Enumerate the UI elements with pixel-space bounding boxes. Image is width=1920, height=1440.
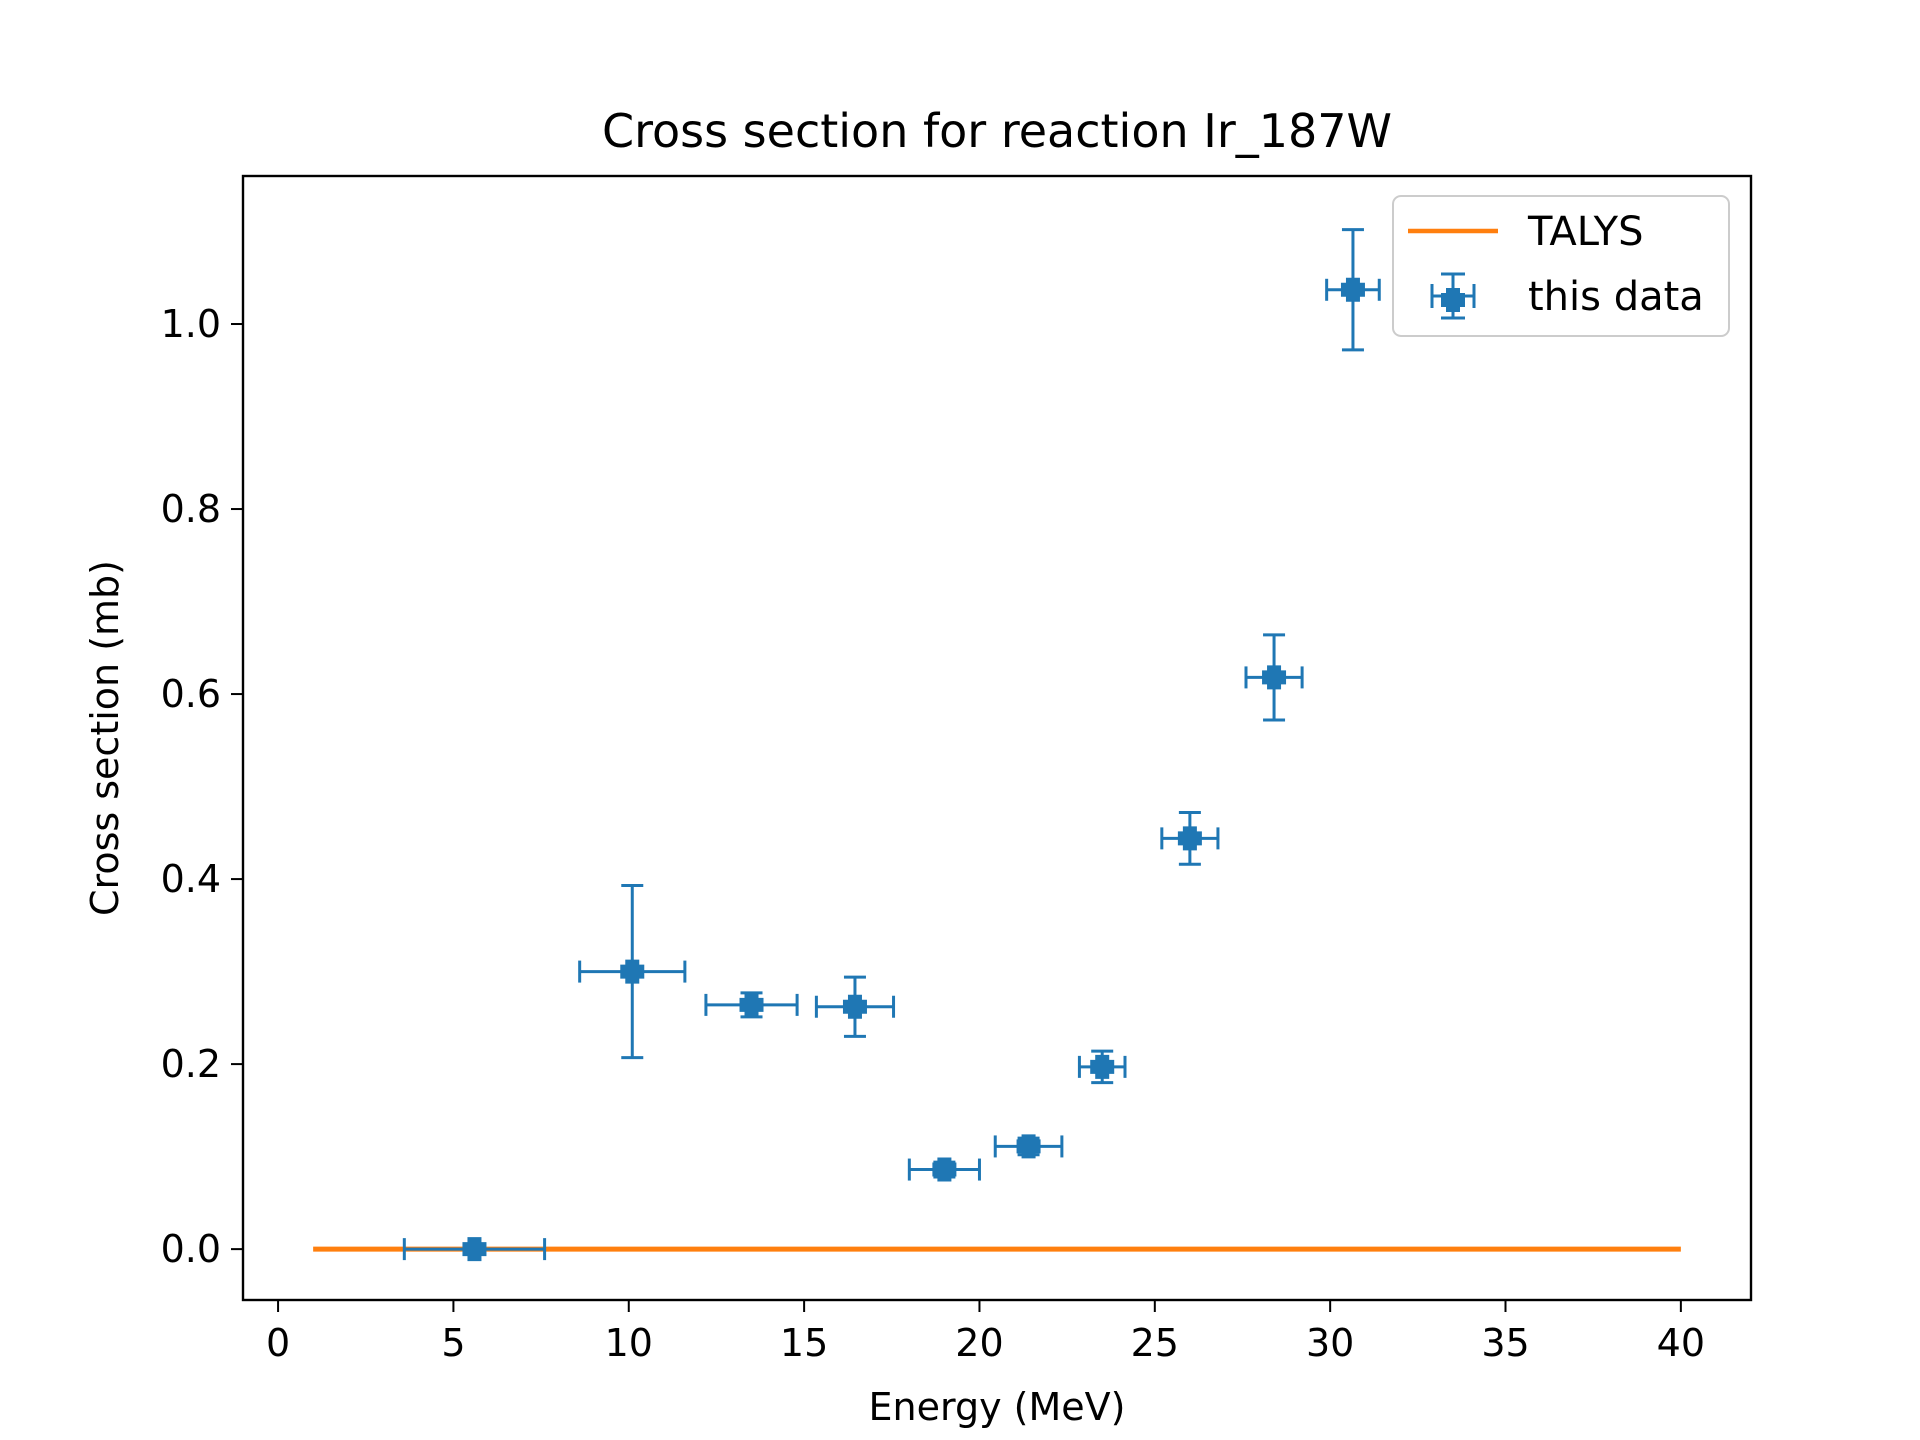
legend-this-data-marker bbox=[1430, 272, 1476, 320]
x-tick-label: 35 bbox=[1481, 1321, 1529, 1365]
legend-label-talys: TALYS bbox=[1527, 209, 1644, 255]
data-point-marker bbox=[932, 1157, 957, 1182]
x-tick-label: 40 bbox=[1657, 1321, 1705, 1365]
data-point bbox=[704, 991, 799, 1019]
data-point bbox=[814, 975, 896, 1038]
data-point bbox=[907, 1157, 981, 1182]
x-axis-label: Energy (MeV) bbox=[869, 1385, 1126, 1429]
data-point-marker bbox=[1262, 665, 1287, 690]
y-tick-label: 0.8 bbox=[161, 487, 221, 531]
x-axis: 0 5 10 15 20 25 30 35 40 bbox=[266, 1300, 1705, 1365]
data-point-marker bbox=[842, 994, 867, 1019]
x-tick-label: 15 bbox=[780, 1321, 828, 1365]
x-tick-label: 30 bbox=[1306, 1321, 1354, 1365]
chart-title: Cross section for reaction Ir_187W bbox=[602, 104, 1392, 158]
data-point bbox=[1244, 633, 1304, 722]
y-tick-label: 0.2 bbox=[161, 1042, 221, 1086]
x-tick-label: 5 bbox=[441, 1321, 465, 1365]
data-point-marker bbox=[462, 1237, 487, 1262]
legend: TALYS this data bbox=[1392, 195, 1730, 337]
plot-area bbox=[313, 228, 1681, 1262]
data-point bbox=[402, 1237, 547, 1262]
data-point bbox=[578, 884, 687, 1060]
legend-label-this-data: this data bbox=[1528, 274, 1704, 320]
data-point-marker bbox=[739, 992, 764, 1017]
plot-frame bbox=[241, 174, 1753, 1302]
x-tick-label: 10 bbox=[605, 1321, 653, 1365]
data-point-marker bbox=[1177, 826, 1202, 851]
data-point-marker bbox=[1090, 1054, 1115, 1079]
x-tick-label: 25 bbox=[1131, 1321, 1179, 1365]
y-tick-label: 0.6 bbox=[161, 672, 221, 716]
data-point-marker bbox=[620, 959, 645, 984]
data-point-marker bbox=[1016, 1134, 1041, 1159]
data-point bbox=[993, 1134, 1064, 1159]
x-tick-label: 0 bbox=[266, 1321, 290, 1365]
data-point bbox=[1160, 810, 1220, 866]
y-axis: 0.0 0.2 0.4 0.6 0.8 1.0 bbox=[161, 302, 243, 1271]
x-tick-label: 20 bbox=[955, 1321, 1003, 1365]
data-point bbox=[1325, 228, 1381, 352]
y-tick-label: 0.0 bbox=[161, 1227, 221, 1271]
y-tick-label: 1.0 bbox=[161, 302, 221, 346]
y-tick-label: 0.4 bbox=[161, 857, 221, 901]
y-axis-label: Cross section (mb) bbox=[83, 560, 127, 916]
data-point bbox=[1077, 1049, 1127, 1085]
data-point-marker bbox=[1340, 277, 1365, 302]
